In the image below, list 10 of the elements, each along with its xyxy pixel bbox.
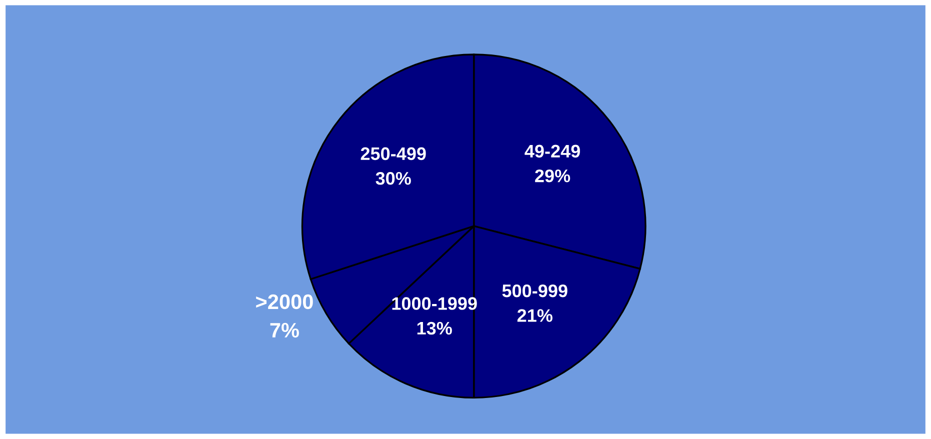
data-label: 21% (517, 309, 552, 322)
slice-label: 500-999 (502, 284, 568, 298)
slice-label: 250-499 (360, 147, 426, 160)
data-label: 29% (535, 169, 570, 182)
slice-label: 49-249 (524, 144, 580, 158)
data-label: 7% (270, 322, 299, 338)
slice-label: 1000-1999 (392, 297, 477, 310)
slice-label: >2000 (256, 294, 313, 310)
data-label: 13% (417, 322, 452, 335)
data-label: 30% (376, 172, 411, 185)
